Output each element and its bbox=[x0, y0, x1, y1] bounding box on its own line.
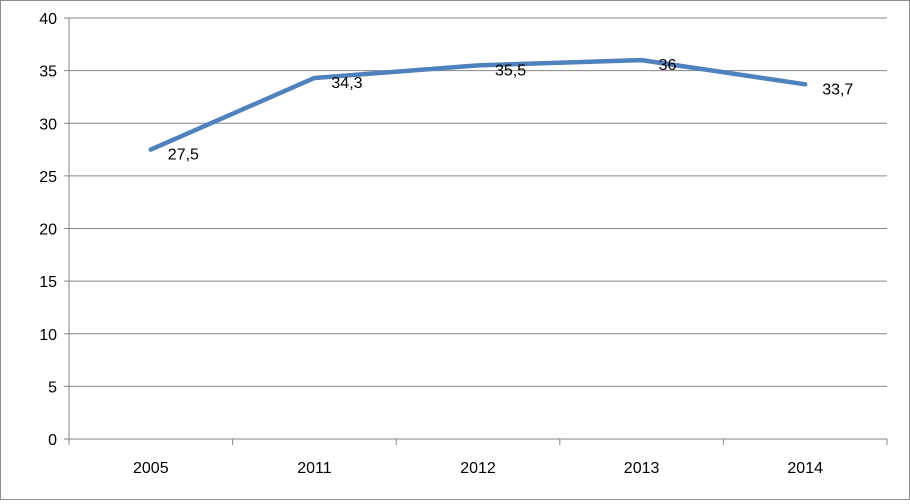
data-label-2012: 35,5 bbox=[495, 62, 526, 79]
y-tick-label-10: 10 bbox=[39, 327, 57, 344]
x-tick-label-2014: 2014 bbox=[787, 460, 823, 477]
x-axis-tick-labels: 2005 2011 2012 2013 2014 bbox=[133, 460, 823, 477]
axes bbox=[64, 18, 887, 445]
data-label-2013: 36 bbox=[659, 57, 677, 74]
y-tick-label-35: 35 bbox=[39, 64, 57, 81]
data-labels: 27,5 34,3 35,5 36 33,7 bbox=[168, 57, 854, 163]
y-axis-tick-labels: 0 5 10 15 20 25 30 35 40 bbox=[39, 11, 57, 449]
x-tick-label-2012: 2012 bbox=[460, 460, 496, 477]
x-tick-label-2011: 2011 bbox=[297, 460, 332, 477]
series-line-0 bbox=[151, 60, 805, 149]
data-label-2005: 27,5 bbox=[168, 147, 199, 164]
data-label-2011: 34,3 bbox=[331, 75, 362, 92]
y-tick-label-30: 30 bbox=[39, 116, 57, 133]
x-tick-label-2013: 2013 bbox=[624, 460, 660, 477]
y-tick-label-25: 25 bbox=[39, 169, 57, 186]
x-tick-label-2005: 2005 bbox=[133, 460, 169, 477]
y-tick-label-0: 0 bbox=[48, 432, 57, 449]
y-tick-label-40: 40 bbox=[39, 11, 57, 28]
y-tick-label-5: 5 bbox=[48, 379, 57, 396]
y-tick-label-20: 20 bbox=[39, 222, 57, 239]
y-tick-label-15: 15 bbox=[39, 274, 57, 291]
gridlines bbox=[69, 18, 887, 386]
series bbox=[151, 60, 806, 150]
data-label-2014: 33,7 bbox=[822, 81, 853, 98]
